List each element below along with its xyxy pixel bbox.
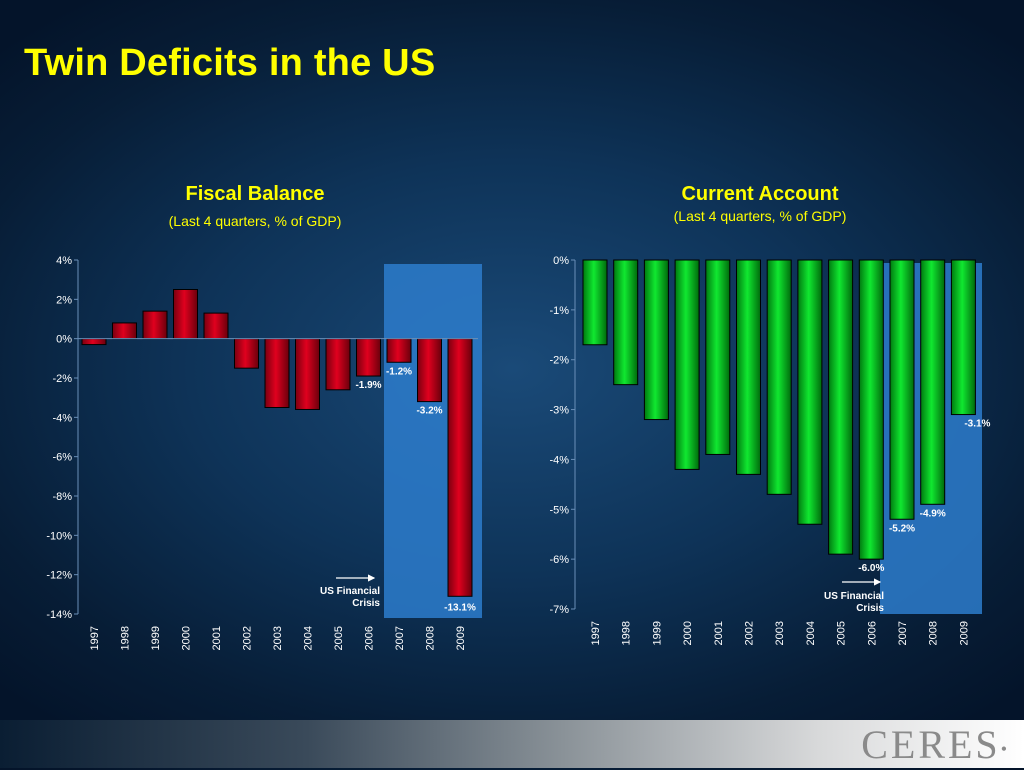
ceres-logo: CERES•: [861, 724, 1010, 766]
current-data-label-2006: -6.0%: [858, 563, 884, 574]
fiscal-y-tick-label: -6%: [52, 452, 72, 464]
fiscal-bar-2005: [325, 338, 351, 391]
logo-text: CERES: [861, 722, 1001, 767]
current-x-tick-label: 2004: [805, 621, 817, 645]
current-y-tick-label: 0%: [553, 255, 569, 267]
current-bar-1998: [613, 259, 639, 386]
current-x-tick-label: 1999: [651, 621, 663, 645]
current-bar-2005: [828, 259, 854, 555]
current-y-tick-label: -5%: [549, 504, 569, 516]
current-y-tick-label: -2%: [549, 355, 569, 367]
twin-deficit-charts: 4% 2% 0% -2% -4% -6% -8% -10% -12% -14% 1997 1998 19…: [46, 255, 990, 650]
current-bar-2003: [766, 259, 792, 495]
fiscal-crisis-label-line2: Crisis: [352, 598, 380, 609]
current-chart-title: Current Account: [681, 183, 839, 205]
fiscal-chart-subtitle: (Last 4 quarters, % of GDP): [168, 213, 342, 229]
fiscal-x-tick-label: 2003: [272, 626, 284, 650]
current-data-label-2007: -5.2%: [889, 523, 915, 534]
current-crisis-label-line1: US Financial: [824, 591, 884, 602]
current-bar-2001: [705, 259, 731, 455]
fiscal-x-tick-label: 2007: [394, 626, 406, 650]
fiscal-chart-title: Fiscal Balance: [185, 183, 325, 205]
fiscal-y-tick-label: -12%: [46, 570, 72, 582]
fiscal-x-tick-label: 2005: [333, 626, 345, 650]
current-bar-2002: [736, 259, 761, 475]
current-y-tick-label: -1%: [549, 305, 569, 317]
fiscal-data-label-2007: -1.2%: [386, 366, 412, 377]
fiscal-bar-2007: [386, 338, 412, 363]
fiscal-data-label-2009: -13.1%: [444, 602, 476, 613]
current-x-tick-label: 1998: [621, 621, 633, 645]
current-bar-2007: [889, 259, 915, 520]
fiscal-y-tick-label: -4%: [52, 412, 72, 424]
fiscal-x-tick-label: 2002: [242, 626, 254, 650]
fiscal-crisis-label-line1: US Financial: [320, 586, 380, 597]
current-bar-1999: [643, 259, 669, 421]
current-chart-subtitle: (Last 4 quarters, % of GDP): [673, 208, 847, 224]
current-bar-2004: [797, 259, 823, 525]
fiscal-y-tick-label: -14%: [46, 609, 72, 621]
current-y-tick-label: -3%: [549, 405, 569, 417]
current-x-tick-label: 2001: [713, 621, 725, 645]
fiscal-x-tick-label: 2000: [181, 626, 193, 650]
current-x-tick-label: 2005: [836, 621, 848, 645]
fiscal-bar-1997: [81, 338, 107, 346]
fiscal-y-tick-label: 4%: [56, 255, 72, 267]
fiscal-data-label-2008: -3.2%: [416, 406, 442, 417]
fiscal-x-tick-label: 2004: [303, 626, 315, 650]
fiscal-bar-1999: [142, 310, 168, 340]
current-x-tick-label: 2008: [928, 621, 940, 645]
fiscal-bar-1998: [112, 322, 137, 340]
fiscal-x-tick-label: 1998: [120, 626, 132, 650]
current-bar-2009: [950, 259, 976, 416]
current-data-label-2008: -4.9%: [920, 508, 946, 519]
fiscal-x-tick-label: 1999: [150, 626, 162, 650]
current-y-tick-label: -4%: [549, 454, 569, 466]
current-x-tick-label: 2000: [682, 621, 694, 645]
current-x-tick-label: 1997: [590, 621, 602, 645]
fiscal-x-tick-label: 2001: [211, 626, 223, 650]
current-data-label-2009: -3.1%: [964, 419, 990, 430]
fiscal-x-tick-label: 2008: [425, 626, 437, 650]
current-x-tick-label: 2002: [744, 621, 756, 645]
current-bar-2006: [858, 259, 884, 560]
current-x-tick-label: 2006: [866, 621, 878, 645]
fiscal-bar-2008: [417, 338, 442, 403]
current-y-tick-label: -6%: [549, 554, 569, 566]
fiscal-x-tick-label: 2009: [455, 626, 467, 650]
fiscal-y-tick-label: 0%: [56, 334, 72, 346]
fiscal-y-tick-label: 2%: [56, 294, 72, 306]
fiscal-bar-2001: [203, 312, 229, 340]
footer-band: [0, 720, 1024, 768]
fiscal-y-tick-label: -2%: [52, 373, 72, 385]
current-bar-1997: [582, 259, 608, 346]
fiscal-bar-2006: [356, 338, 381, 377]
logo-dot: •: [1000, 738, 1010, 759]
fiscal-x-tick-label: 2006: [364, 626, 376, 650]
fiscal-data-label-2006: -1.9%: [355, 380, 381, 391]
current-x-tick-label: 2009: [958, 621, 970, 645]
current-crisis-label-line2: Crisis: [856, 603, 884, 614]
current-y-tick-label: -7%: [549, 604, 569, 616]
fiscal-bar-2003: [264, 338, 290, 408]
fiscal-y-tick-label: -10%: [46, 530, 72, 542]
fiscal-y-tick-label: -8%: [52, 491, 72, 503]
current-bar-2008: [920, 259, 946, 505]
current-x-tick-label: 2003: [774, 621, 786, 645]
fiscal-x-tick-label: 1997: [89, 626, 101, 650]
fiscal-bar-2004: [295, 338, 320, 410]
fiscal-bar-2000: [173, 289, 198, 340]
current-x-tick-label: 2007: [897, 621, 909, 645]
current-bar-2000: [674, 259, 700, 470]
fiscal-bar-2002: [234, 338, 259, 369]
fiscal-bar-2009: [447, 338, 473, 597]
page-title: Twin Deficits in the US: [24, 42, 436, 84]
